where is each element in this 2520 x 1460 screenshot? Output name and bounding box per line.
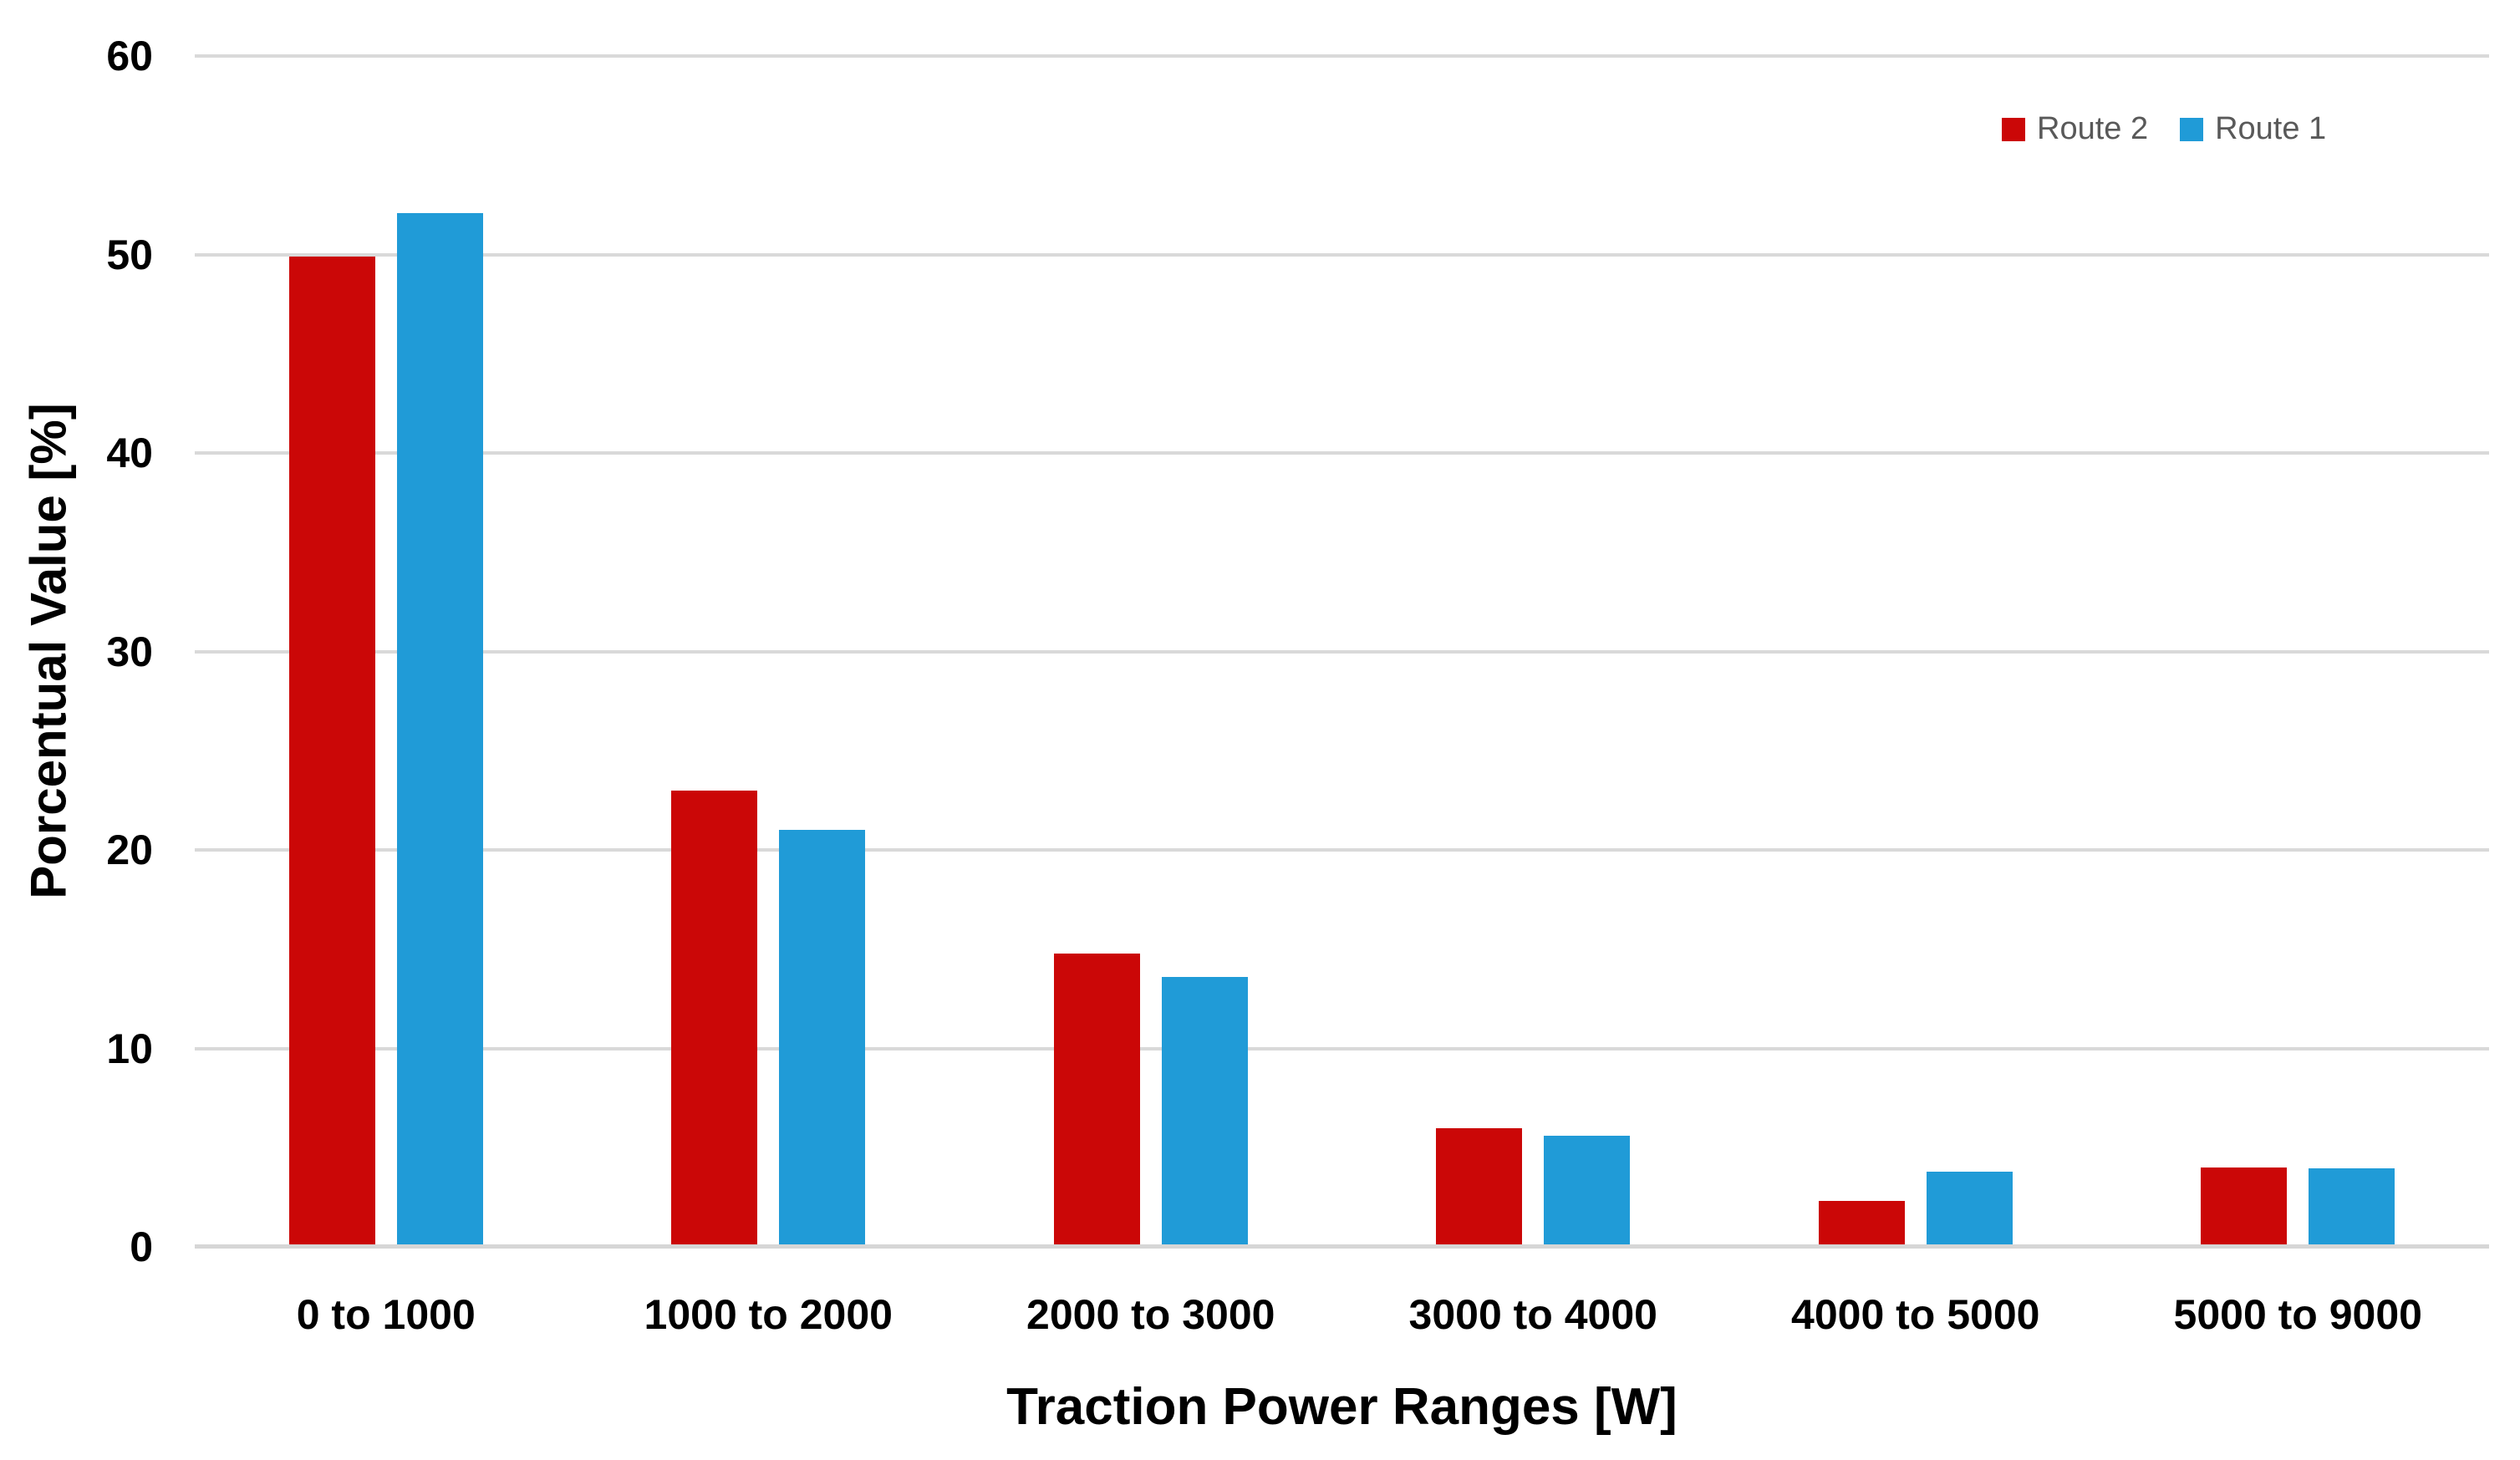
x-tick-label-0-to-1000: 0 to 1000 [296,1291,476,1338]
bar-group-4000-to-5000 [1724,56,2107,1247]
bar-route-1-3000-to-4000 [1544,1136,1631,1247]
y-axis-tick-labels: 0 10 20 30 40 50 60 [0,33,153,1270]
x-tick-label-4000-to-5000: 4000 to 5000 [1791,1291,2040,1338]
legend-label-route-1: Route 1 [2215,111,2327,146]
y-tick-label-10: 10 [106,1025,153,1072]
legend-item-route-2: Route 2 [2002,111,2148,147]
legend-swatch-route-1-icon [2180,117,2204,141]
bar-group-2000-to-3000 [960,56,1342,1247]
x-axis-tick-labels: 0 to 1000 1000 to 2000 2000 to 3000 3000 to… [195,1289,2489,1340]
bar-route-2-4000-to-5000 [1818,1201,1905,1247]
gridline-y-30 [195,649,2489,654]
x-tick-label-1000-to-2000: 1000 to 2000 [644,1291,893,1338]
bar-route-1-5000-to-9000 [2309,1168,2395,1247]
legend-label-route-2: Route 2 [2037,111,2149,146]
x-axis-title: Traction Power Ranges [W] [1006,1378,1677,1436]
x-tick-label-3000-to-4000: 3000 to 4000 [1408,1291,1657,1338]
plot-area [195,54,2490,1249]
legend-swatch-route-2-icon [2002,117,2025,141]
gridline-y-10 [195,1046,2489,1050]
bar-route-2-5000-to-9000 [2201,1167,2288,1247]
bar-route-2-3000-to-4000 [1436,1127,1523,1247]
bar-group-3000-to-4000 [1342,56,1725,1247]
bar-route-1-2000-to-3000 [1161,977,1248,1247]
bar-route-2-1000-to-2000 [671,790,758,1247]
gridline-y-20 [195,848,2489,852]
y-tick-label-50: 50 [106,231,153,278]
bar-route-2-2000-to-3000 [1053,953,1140,1247]
gridline-y-60 [195,54,2489,58]
legend: Route 2 Route 1 [2002,111,2326,147]
bar-route-1-4000-to-5000 [1926,1171,2013,1247]
y-tick-label-40: 40 [106,430,153,476]
y-tick-label-0: 0 [130,1223,153,1270]
gridline-y-0 [195,1244,2489,1249]
bar-route-2-0-to-1000 [288,256,375,1247]
x-tick-label-2000-to-3000: 2000 to 3000 [1026,1291,1275,1338]
y-tick-label-60: 60 [106,33,153,79]
x-tick-label-5000-to-9000: 5000 to 9000 [2173,1291,2422,1338]
gridline-y-50 [195,252,2489,257]
y-tick-label-20: 20 [106,827,153,873]
bar-route-1-1000-to-2000 [779,830,866,1247]
y-axis-title: Porcentual Value [%] [20,403,77,899]
y-tick-label-30: 30 [106,628,153,675]
bar-group-5000-to-9000 [2107,56,2490,1247]
legend-item-route-1: Route 1 [2180,111,2326,147]
bar-group-1000-to-2000 [578,56,960,1247]
gridline-y-40 [195,451,2489,455]
bar-route-1-0-to-1000 [396,212,483,1247]
bar-group-0-to-1000 [195,56,578,1247]
